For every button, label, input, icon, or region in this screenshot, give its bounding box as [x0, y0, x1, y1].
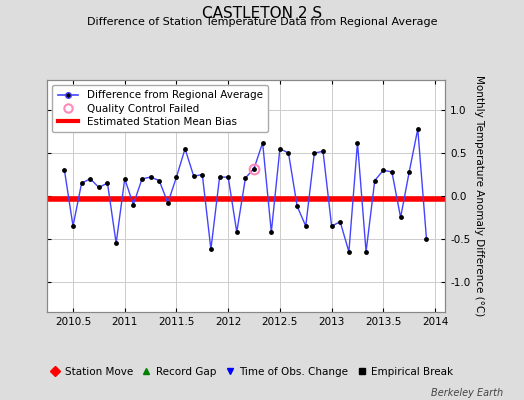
Legend: Station Move, Record Gap, Time of Obs. Change, Empirical Break: Station Move, Record Gap, Time of Obs. C… — [46, 363, 457, 381]
Text: CASTLETON 2 S: CASTLETON 2 S — [202, 6, 322, 21]
Legend: Difference from Regional Average, Quality Control Failed, Estimated Station Mean: Difference from Regional Average, Qualit… — [52, 85, 268, 132]
Text: Berkeley Earth: Berkeley Earth — [431, 388, 503, 398]
Y-axis label: Monthly Temperature Anomaly Difference (°C): Monthly Temperature Anomaly Difference (… — [474, 75, 484, 317]
Text: Difference of Station Temperature Data from Regional Average: Difference of Station Temperature Data f… — [87, 17, 437, 27]
